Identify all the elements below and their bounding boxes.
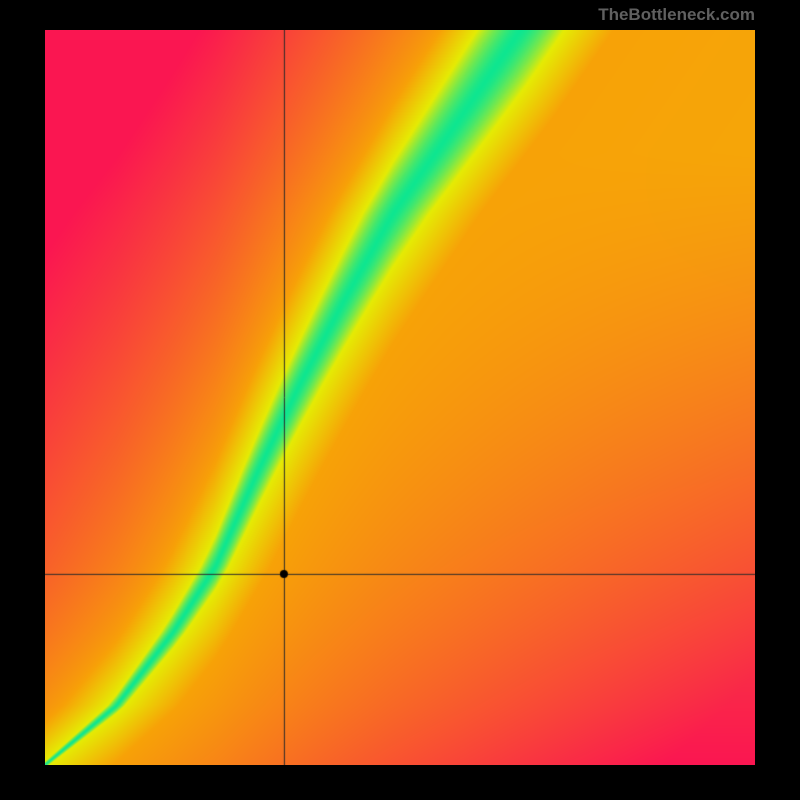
watermark-text: TheBottleneck.com [598,5,755,25]
heatmap-plot [45,30,755,765]
heatmap-canvas [45,30,755,765]
